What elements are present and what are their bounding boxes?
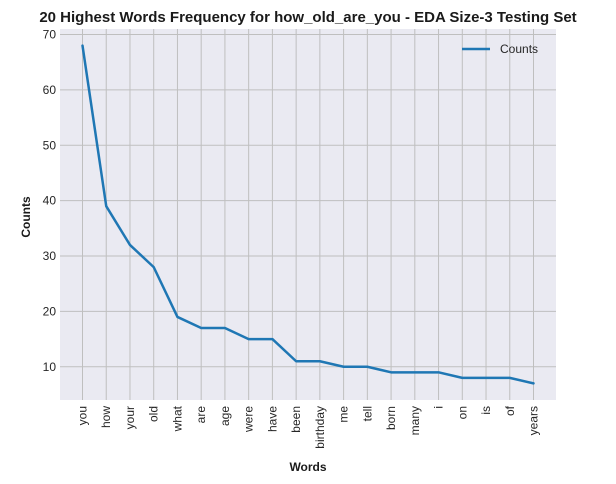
x-tick-label: many <box>408 406 422 435</box>
x-tick-label: age <box>218 406 232 426</box>
x-tick-label: were <box>242 406 256 433</box>
y-tick-label: 10 <box>43 360 57 374</box>
y-tick-label: 50 <box>43 138 57 152</box>
y-tick-label: 20 <box>43 304 57 318</box>
x-tick-label: i <box>432 406 446 409</box>
x-tick-label: born <box>384 406 398 430</box>
x-tick-label: years <box>527 406 541 435</box>
series-line-counts <box>81 44 535 385</box>
legend-label: Counts <box>500 42 538 56</box>
y-tick-labels: 10 20 30 40 50 60 70 <box>43 28 57 374</box>
x-tick-label: old <box>147 406 161 422</box>
x-tick-label: of <box>503 405 517 416</box>
x-tick-label: your <box>123 406 137 429</box>
y-tick-label: 60 <box>43 83 57 97</box>
chart-title: 20 Highest Words Frequency for how_old_a… <box>39 9 576 26</box>
plot-area <box>60 29 556 400</box>
y-tick-label: 70 <box>43 28 57 42</box>
x-tick-label: have <box>265 406 279 432</box>
y-axis-label: Counts <box>19 196 33 238</box>
x-tick-label: me <box>337 406 351 423</box>
x-tick-label: birthday <box>313 406 327 449</box>
y-grid <box>60 34 556 368</box>
x-tick-label: what <box>170 405 184 432</box>
x-tick-label: is <box>479 406 493 415</box>
x-tick-labels: you how your old what are age were have been birth… <box>76 405 541 448</box>
series-layer <box>81 44 535 385</box>
x-tick-label: are <box>194 406 208 424</box>
x-tick-label: on <box>455 406 469 419</box>
x-tick-label: tell <box>360 406 374 421</box>
x-axis-label: Words <box>289 460 326 474</box>
x-tick-label: you <box>76 406 90 425</box>
x-tick-label: been <box>289 406 303 433</box>
x-tick-label: how <box>99 406 113 428</box>
y-tick-label: 30 <box>43 249 57 263</box>
x-grid <box>82 29 534 400</box>
legend: Counts <box>462 42 538 56</box>
y-tick-label: 40 <box>43 194 57 208</box>
